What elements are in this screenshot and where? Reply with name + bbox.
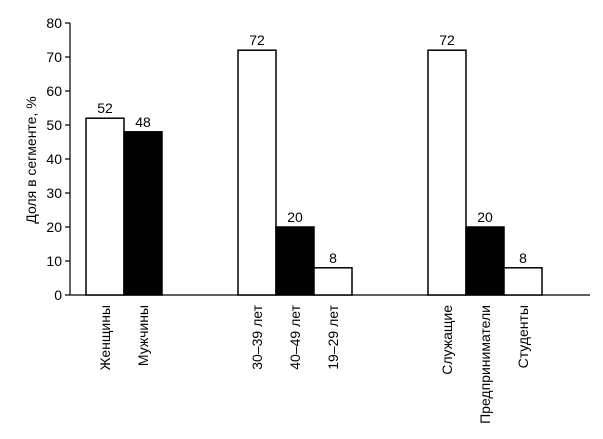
y-tick-label: 0 bbox=[54, 287, 62, 303]
y-tick-label: 70 bbox=[46, 49, 62, 65]
data-label: 8 bbox=[519, 250, 527, 266]
bar bbox=[427, 49, 467, 296]
x-tick-label: Женщины bbox=[97, 305, 113, 370]
data-label: 8 bbox=[329, 250, 337, 266]
x-tick-label: 30–39 лет bbox=[249, 304, 265, 369]
data-label: 52 bbox=[97, 100, 113, 116]
bar bbox=[503, 267, 543, 296]
data-label: 20 bbox=[477, 209, 493, 225]
bar bbox=[465, 226, 505, 296]
x-tick-label: Служащие bbox=[439, 305, 455, 375]
data-label: 48 bbox=[135, 114, 151, 130]
y-tick-label: 50 bbox=[46, 117, 62, 133]
bar bbox=[123, 131, 163, 296]
y-tick-label: 40 bbox=[46, 151, 62, 167]
x-tick-label: Студенты bbox=[515, 305, 531, 368]
y-tick-label: 20 bbox=[46, 219, 62, 235]
y-tick-label: 80 bbox=[46, 15, 62, 31]
y-tick-label: 10 bbox=[46, 253, 62, 269]
bar bbox=[237, 49, 277, 296]
data-label: 72 bbox=[439, 32, 455, 48]
x-tick-label: 19–29 лет bbox=[325, 304, 341, 369]
bar bbox=[313, 267, 353, 296]
x-tick-label: Предприниматели bbox=[477, 305, 493, 424]
x-tick-label: 40–49 лет bbox=[287, 304, 303, 369]
y-tick-label: 60 bbox=[46, 83, 62, 99]
x-tick-label: Мужчины bbox=[135, 305, 151, 366]
bar bbox=[85, 117, 125, 296]
y-axis-label: Доля в сегменте, % bbox=[23, 96, 39, 223]
bar bbox=[275, 226, 315, 296]
data-label: 20 bbox=[287, 209, 303, 225]
y-tick-label: 30 bbox=[46, 185, 62, 201]
data-label: 72 bbox=[249, 32, 265, 48]
